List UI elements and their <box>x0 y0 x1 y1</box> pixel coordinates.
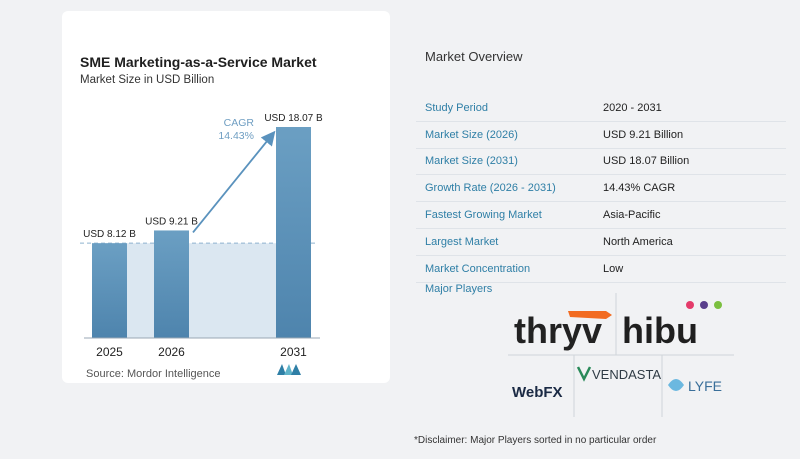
baseline-area <box>92 243 311 338</box>
row-label: Fastest Growing Market <box>425 209 542 222</box>
data-label-2031: USD 18.07 B <box>264 113 323 124</box>
tick-label-2031: 2031 <box>280 345 307 359</box>
overview-title: Market Overview <box>425 49 523 64</box>
row-value: USD 18.07 Billion <box>603 155 690 168</box>
bar-2025 <box>92 243 127 338</box>
row-label: Growth Rate (2026 - 2031) <box>425 182 556 195</box>
hibu-logo: hibu <box>622 301 722 351</box>
row-label: Market Size (2031) <box>425 155 518 168</box>
tick-label-2025: 2025 <box>96 345 123 359</box>
bar-chart: USD 8.12 B 2025 USD 9.21 B 2026 USD 18.07 B 2… <box>80 113 323 359</box>
row-value: 14.43% CAGR <box>603 182 676 195</box>
bar-2031 <box>276 127 311 338</box>
svg-text:thryv: thryv <box>514 310 602 351</box>
cagr-arrow <box>192 130 276 234</box>
cagr-value: 14.43% <box>218 130 254 142</box>
table-row: Growth Rate (2026 - 2031) 14.43% CAGR <box>416 175 786 203</box>
table-row: Market Size (2026) USD 9.21 Billion <box>416 122 786 149</box>
major-players-label: Major Players <box>425 283 493 295</box>
row-label: Study Period <box>425 101 488 114</box>
row-value: 2020 - 2031 <box>603 101 662 114</box>
row-value: North America <box>603 235 673 248</box>
chart-subtitle: Market Size in USD Billion <box>80 74 215 86</box>
table-row: Market Concentration Low <box>416 256 786 283</box>
row-label: Market Size (2026) <box>425 128 518 141</box>
svg-text:LYFE: LYFE <box>688 378 722 394</box>
disclaimer: *Disclaimer: Major Players sorted in no … <box>414 435 657 446</box>
source-note: Source: Mordor Intelligence <box>86 368 221 380</box>
cagr-label: CAGR <box>224 117 255 129</box>
row-label: Market Concentration <box>425 262 531 275</box>
data-label-2026: USD 9.21 B <box>145 216 198 227</box>
thryv-logo: thryv <box>514 310 612 351</box>
overview-table: Study Period 2020 - 2031 Market Size (20… <box>416 95 786 283</box>
row-value: Low <box>603 262 624 275</box>
lyfe-logo: LYFE <box>668 378 722 394</box>
svg-text:WebFX: WebFX <box>512 384 563 401</box>
row-label: Largest Market <box>425 235 499 248</box>
chart-title: SME Marketing-as-a-Service Market <box>80 54 317 70</box>
tick-label-2026: 2026 <box>158 345 185 359</box>
svg-text:VENDASTA: VENDASTA <box>592 367 661 382</box>
table-row: Largest Market North America <box>416 229 786 256</box>
vendasta-logo: VENDASTA <box>576 366 661 382</box>
chart-card: SME Marketing-as-a-Service Market Market… <box>62 11 390 383</box>
major-players-logos: thryv hibu WebFX VENDASTA LYFE <box>508 293 734 417</box>
table-row: Study Period 2020 - 2031 <box>416 95 786 122</box>
table-row: Fastest Growing Market Asia-Pacific <box>416 202 786 229</box>
data-label-2025: USD 8.12 B <box>83 229 136 240</box>
row-value: USD 9.21 Billion <box>603 128 684 141</box>
webfx-logo: WebFX <box>512 384 563 401</box>
row-value: Asia-Pacific <box>603 209 661 222</box>
table-row: Market Size (2031) USD 18.07 Billion <box>416 149 786 176</box>
mordor-logo-icon <box>277 364 301 375</box>
market-overview-panel: Market Overview Study Period 2020 - 2031… <box>390 11 800 459</box>
svg-text:hibu: hibu <box>622 310 698 351</box>
bar-2026 <box>154 230 189 338</box>
